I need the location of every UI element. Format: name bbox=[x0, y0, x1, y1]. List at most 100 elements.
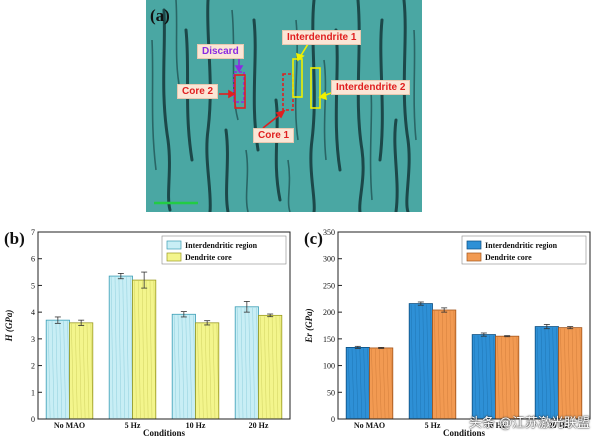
bar-hatch-1-1-3 bbox=[445, 311, 449, 419]
bar-hatch-1-3-1 bbox=[564, 328, 567, 419]
bar-hatch-1-1-2 bbox=[142, 281, 145, 419]
interdendrite2-label: Interdendrite 2 bbox=[331, 80, 411, 95]
y-tick-label-2: 100 bbox=[323, 362, 335, 371]
bar-hatch-0-1-2 bbox=[418, 304, 422, 419]
x-tick-label-1: 5 Hz bbox=[425, 421, 441, 430]
legend-swatch-0 bbox=[166, 240, 182, 250]
legend-label-1: Dendrite core bbox=[185, 253, 232, 262]
x-axis-title: Conditions bbox=[143, 428, 186, 438]
bar-hatch-0-3-1 bbox=[540, 327, 544, 419]
bar-hatch-0-3-0 bbox=[236, 307, 240, 419]
bar-hatch-1-3-3 bbox=[271, 316, 275, 419]
watermark: 头条 @江苏激光联盟 bbox=[468, 416, 590, 431]
bar-hatch-0-2-3 bbox=[485, 335, 488, 419]
bar-hatch-1-1-0 bbox=[134, 281, 137, 419]
bar-hatch-0-1-4 bbox=[126, 277, 129, 419]
panel-letter-1: (c) bbox=[304, 229, 323, 248]
bar-hatch-1-3-0 bbox=[260, 316, 263, 419]
bar-hatch-1-3-5 bbox=[579, 328, 583, 419]
bar-hatch-1-2-2 bbox=[205, 323, 208, 419]
plot-frame bbox=[37, 231, 291, 420]
bar-hatch-0-2-3 bbox=[185, 315, 188, 419]
bar-hatch-1-3-1 bbox=[264, 316, 267, 419]
bar-hatch-1-0-1 bbox=[75, 323, 78, 419]
bar-hatch-1-1-5 bbox=[153, 281, 157, 419]
bar-hatch-0-0-2 bbox=[55, 321, 59, 419]
micrograph-panel: (a) Discard Core 2 Core 1 Interdendrite … bbox=[146, 0, 422, 212]
x-tick-label-1: 5 Hz bbox=[125, 421, 141, 430]
bar-hatch-0-2-1 bbox=[177, 315, 181, 419]
bar-hatch-0-3-3 bbox=[548, 327, 551, 419]
y-tick-label-0: 0 bbox=[31, 415, 35, 424]
legend-label-1: Dendrite core bbox=[485, 253, 532, 262]
bar-hatch-0-3-3 bbox=[248, 307, 251, 419]
y-tick-label-7: 7 bbox=[31, 228, 35, 237]
bar-hatch-1-1-1 bbox=[438, 311, 441, 419]
bar-hatch-0-0-2 bbox=[355, 348, 359, 419]
bar-hatch-0-2-0 bbox=[173, 315, 177, 419]
legend-swatch-0 bbox=[466, 240, 482, 250]
x-tick-label-3: 20 Hz bbox=[249, 421, 269, 430]
bar-hatch-0-0-1 bbox=[51, 321, 55, 419]
bar-hatch-0-3-1 bbox=[240, 307, 244, 419]
y-tick-label-6: 6 bbox=[31, 255, 35, 264]
modulus-chart: (c) 0 50 100 150 200 250 300 350 No MAO 5 Hz 10 Hz 2… bbox=[304, 228, 591, 438]
bar-hatch-0-2-4 bbox=[489, 335, 492, 419]
interdendrite1-label: Interdendrite 1 bbox=[282, 30, 362, 45]
hardness-chart: (b) 0 1 2 3 4 5 6 7 No MAO 5 Hz 10 Hz 20 Hz Condition… bbox=[4, 228, 291, 438]
bar-hatch-0-3-2 bbox=[544, 327, 548, 419]
bar-hatch-1-1-3 bbox=[145, 281, 149, 419]
bar-hatch-1-0-4 bbox=[86, 323, 90, 419]
x-tick-label-0: No MAO bbox=[54, 421, 85, 430]
y-tick-label-1: 50 bbox=[327, 388, 335, 397]
bar-hatch-1-0-5 bbox=[90, 323, 94, 419]
bar-hatch-1-2-0 bbox=[497, 337, 500, 419]
y-axis-title: H (GPa) bbox=[4, 310, 14, 343]
y-tick-label-0: 0 bbox=[331, 415, 335, 424]
bar-hatch-1-3-3 bbox=[571, 328, 575, 419]
y-tick-label-2: 2 bbox=[31, 362, 35, 371]
bar-hatch-0-2-2 bbox=[481, 335, 485, 419]
y-tick-label-7: 350 bbox=[323, 228, 335, 237]
bar-hatch-1-3-5 bbox=[279, 316, 283, 419]
legend-box bbox=[161, 235, 287, 265]
panel-a-letter: (a) bbox=[150, 6, 170, 25]
bar-hatch-1-3-4 bbox=[575, 328, 579, 419]
bar-hatch-0-1-0 bbox=[110, 277, 114, 419]
bar-hatch-1-2-3 bbox=[208, 323, 212, 419]
y-tick-label-4: 200 bbox=[323, 308, 335, 317]
legend-label-0: Interdendritic region bbox=[185, 241, 258, 250]
bar-hatch-0-3-0 bbox=[536, 327, 540, 419]
bar-hatch-1-1-0 bbox=[434, 311, 437, 419]
core1-label: Core 1 bbox=[253, 128, 295, 143]
bar-hatch-0-3-4 bbox=[252, 307, 255, 419]
bar-hatch-1-0-2 bbox=[79, 323, 82, 419]
y-tick-label-1: 1 bbox=[31, 388, 35, 397]
bar-hatch-1-1-4 bbox=[149, 281, 153, 419]
bar-hatch-0-2-1 bbox=[477, 335, 481, 419]
bar-hatch-0-0-0 bbox=[347, 348, 351, 419]
bar-hatch-0-3-4 bbox=[552, 327, 555, 419]
y-tick-label-3: 3 bbox=[31, 335, 35, 344]
bar-hatch-0-2-0 bbox=[473, 335, 477, 419]
bar-hatch-1-2-3 bbox=[508, 337, 512, 419]
bar-hatch-1-2-4 bbox=[212, 323, 216, 419]
bar-hatch-1-2-5 bbox=[216, 323, 220, 419]
panel-letter-0: (b) bbox=[4, 229, 25, 248]
y-tick-label-4: 4 bbox=[31, 308, 35, 317]
bar-hatch-0-2-4 bbox=[189, 315, 192, 419]
x-tick-label-3: 20 Hz bbox=[549, 421, 569, 430]
bar-hatch-0-0-1 bbox=[351, 348, 355, 419]
bar-hatch-0-0-4 bbox=[63, 321, 66, 419]
core2-label: Core 2 bbox=[177, 84, 219, 99]
bar-hatch-1-0-0 bbox=[71, 323, 74, 419]
discard-label: Discard bbox=[197, 44, 244, 59]
bar-hatch-1-1-4 bbox=[449, 311, 453, 419]
y-tick-label-3: 150 bbox=[323, 335, 335, 344]
bar-hatch-1-0-3 bbox=[382, 348, 386, 419]
bar-hatch-1-0-1 bbox=[375, 348, 378, 419]
legend-swatch-1 bbox=[466, 252, 482, 262]
bar-hatch-0-1-1 bbox=[414, 304, 418, 419]
legend-label-0: Interdendritic region bbox=[485, 241, 558, 250]
bar-hatch-1-0-3 bbox=[82, 323, 86, 419]
